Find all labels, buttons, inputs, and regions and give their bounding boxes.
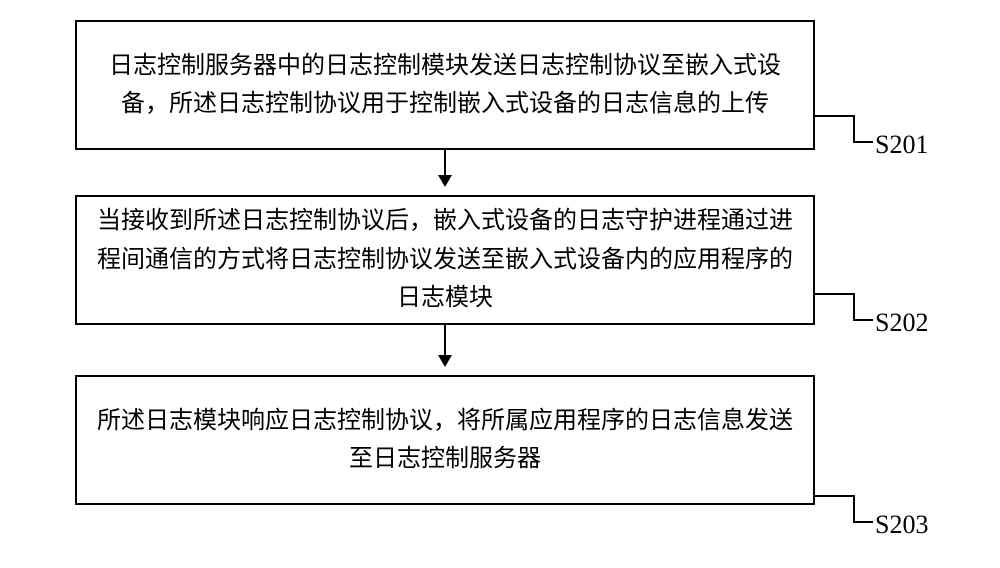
connector-h1b — [853, 141, 873, 143]
connector-v3 — [853, 495, 855, 523]
connector-h2a — [815, 293, 855, 295]
step-label-s201: S201 — [875, 130, 928, 160]
flowchart-container: 日志控制服务器中的日志控制模块发送日志控制协议至嵌入式设备，所述日志控制协议用于… — [0, 0, 1000, 568]
step-text-s202: 当接收到所述日志控制协议后，嵌入式设备的日志守护进程通过进程间通信的方式将日志控… — [97, 202, 793, 317]
step-label-s202: S202 — [875, 308, 928, 338]
arrow-2 — [444, 325, 446, 365]
connector-h1a — [815, 115, 855, 117]
connector-h3b — [853, 521, 873, 523]
step-text-s201: 日志控制服务器中的日志控制模块发送日志控制协议至嵌入式设备，所述日志控制协议用于… — [97, 47, 793, 124]
step-box-s202: 当接收到所述日志控制协议后，嵌入式设备的日志守护进程通过进程间通信的方式将日志控… — [75, 195, 815, 325]
connector-h3a — [815, 495, 855, 497]
connector-v1 — [853, 115, 855, 143]
connector-v2 — [853, 293, 855, 321]
step-label-s203: S203 — [875, 510, 928, 540]
step-box-s203: 所述日志模块响应日志控制协议，将所属应用程序的日志信息发送至日志控制服务器 — [75, 375, 815, 505]
step-text-s203: 所述日志模块响应日志控制协议，将所属应用程序的日志信息发送至日志控制服务器 — [97, 402, 793, 479]
connector-h2b — [853, 319, 873, 321]
step-box-s201: 日志控制服务器中的日志控制模块发送日志控制协议至嵌入式设备，所述日志控制协议用于… — [75, 20, 815, 150]
arrow-1 — [444, 150, 446, 185]
